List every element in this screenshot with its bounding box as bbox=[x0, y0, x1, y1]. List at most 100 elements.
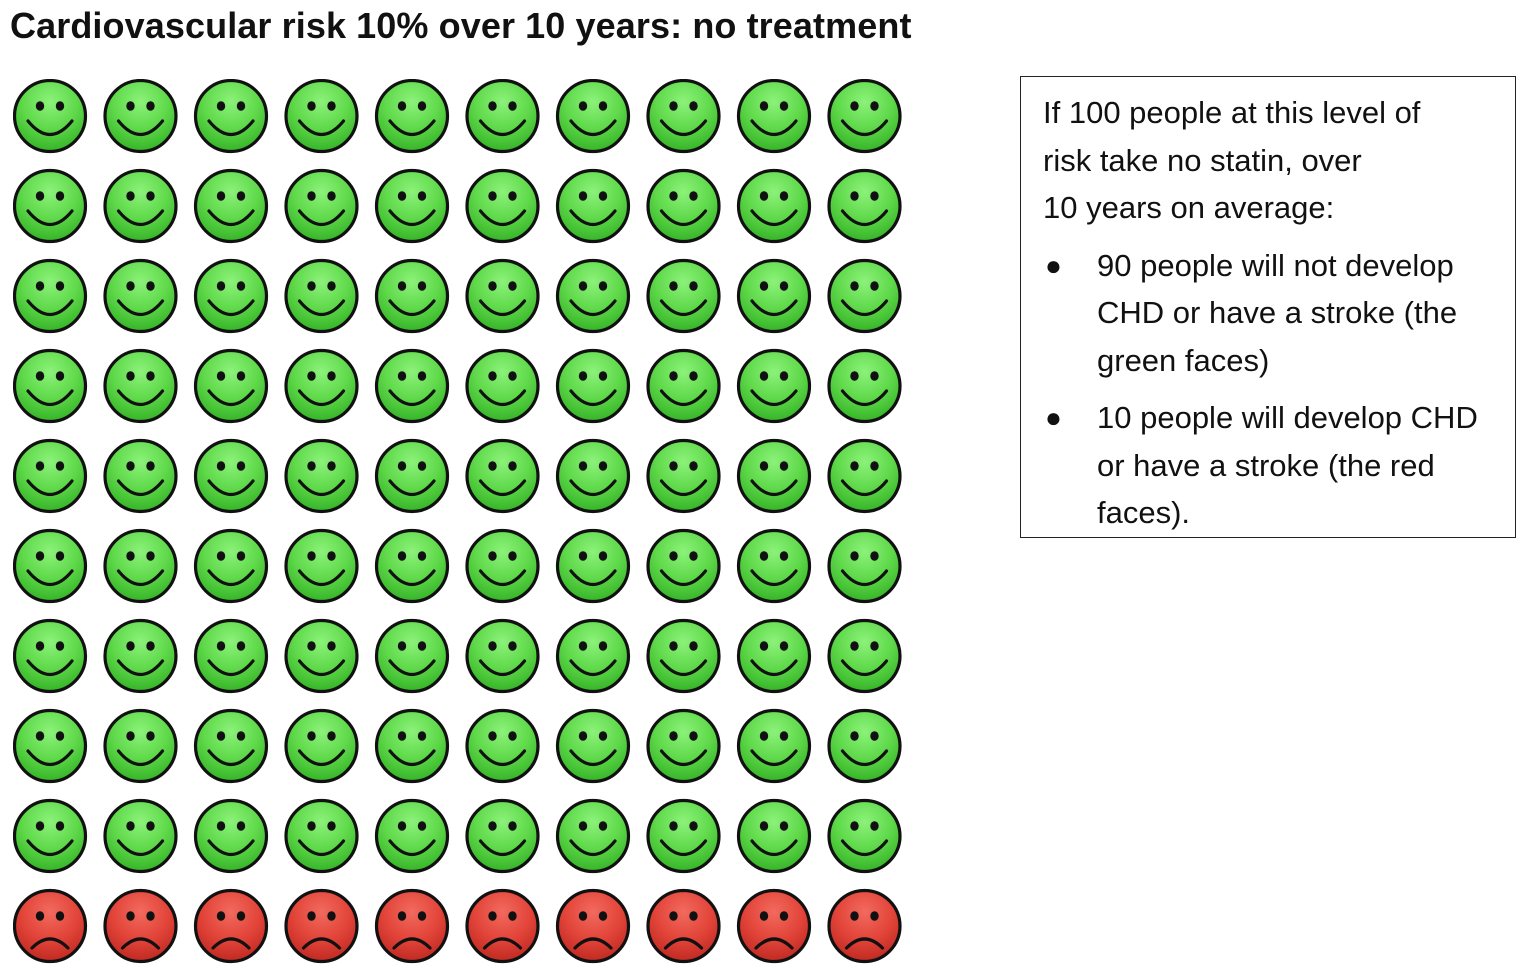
smiling-face-icon bbox=[827, 258, 902, 334]
info-bullet-text: 10 people will develop CHD or have a str… bbox=[1097, 400, 1478, 530]
smiling-face-icon bbox=[555, 348, 631, 424]
smiling-face-icon bbox=[284, 528, 359, 604]
smiling-face-icon bbox=[555, 79, 631, 154]
frowning-face-icon bbox=[103, 888, 178, 964]
info-intro-line: risk take no statin, over bbox=[1043, 142, 1362, 178]
smiling-face-icon bbox=[646, 708, 721, 784]
frowning-face-icon bbox=[284, 888, 359, 964]
smiling-face-icon bbox=[465, 258, 540, 334]
smiling-face-icon bbox=[193, 348, 269, 424]
smiling-face-icon bbox=[284, 708, 359, 784]
smiling-face-icon bbox=[374, 798, 450, 874]
smiling-face-icon bbox=[555, 618, 631, 694]
smiling-face-icon bbox=[374, 438, 450, 514]
smiling-face-icon bbox=[646, 438, 721, 514]
smiling-face-icon bbox=[736, 708, 812, 784]
smiling-face-icon bbox=[736, 348, 812, 424]
smiling-face-icon bbox=[374, 79, 450, 154]
smiling-face-icon bbox=[103, 348, 178, 424]
smiling-face-icon bbox=[646, 618, 721, 694]
smiling-face-icon bbox=[193, 798, 269, 874]
smiling-face-icon bbox=[465, 79, 540, 154]
smiling-face-icon bbox=[465, 708, 540, 784]
info-intro-line: 10 years on average: bbox=[1043, 190, 1335, 225]
smiling-face-icon bbox=[13, 618, 88, 694]
smiling-face-icon bbox=[103, 79, 178, 154]
smiling-face-icon bbox=[555, 168, 631, 244]
smiling-face-icon bbox=[736, 168, 812, 244]
smiling-face-icon bbox=[555, 528, 631, 604]
frowning-face-icon bbox=[13, 888, 88, 964]
smiling-face-icon bbox=[374, 618, 450, 694]
smiling-face-icon bbox=[827, 438, 902, 514]
smiling-face-icon bbox=[827, 79, 902, 154]
smiling-face-icon bbox=[193, 618, 269, 694]
smiling-face-icon bbox=[13, 708, 88, 784]
smiling-face-icon bbox=[284, 348, 359, 424]
info-bullet-list: ● 90 people will not develop CHD or have … bbox=[1043, 242, 1495, 537]
smiling-face-icon bbox=[374, 348, 450, 424]
smiling-face-icon bbox=[555, 258, 631, 334]
smiling-face-icon bbox=[646, 348, 721, 424]
smiling-face-icon bbox=[284, 79, 359, 154]
smiling-face-icon bbox=[555, 708, 631, 784]
smiling-face-icon bbox=[193, 708, 269, 784]
icon-array-svg bbox=[13, 79, 902, 964]
smiling-face-icon bbox=[827, 618, 902, 694]
smiling-face-icon bbox=[827, 528, 902, 604]
smiling-face-icon bbox=[13, 798, 88, 874]
smiling-face-icon bbox=[465, 168, 540, 244]
smiling-face-icon bbox=[284, 168, 359, 244]
info-bullet-item: ● 10 people will develop CHD or have a st… bbox=[1043, 394, 1495, 537]
smiling-face-icon bbox=[646, 79, 721, 154]
info-bullet-item: ● 90 people will not develop CHD or have … bbox=[1043, 242, 1495, 385]
smiling-face-icon bbox=[736, 79, 812, 154]
smiling-face-icon bbox=[103, 798, 178, 874]
smiling-face-icon bbox=[103, 528, 178, 604]
smiling-face-icon bbox=[284, 618, 359, 694]
frowning-face-icon bbox=[193, 888, 269, 964]
smiling-face-icon bbox=[374, 168, 450, 244]
smiling-face-icon bbox=[736, 438, 812, 514]
smiling-face-icon bbox=[374, 258, 450, 334]
frowning-face-icon bbox=[646, 888, 721, 964]
smiling-face-icon bbox=[103, 438, 178, 514]
smiling-face-icon bbox=[736, 798, 812, 874]
smiling-face-icon bbox=[284, 438, 359, 514]
smiling-face-icon bbox=[465, 528, 540, 604]
smiling-face-icon bbox=[13, 528, 88, 604]
smiling-face-icon bbox=[103, 618, 178, 694]
smiling-face-icon bbox=[555, 438, 631, 514]
smiling-face-icon bbox=[193, 438, 269, 514]
smiling-face-icon bbox=[465, 798, 540, 874]
smiling-face-icon bbox=[13, 348, 88, 424]
smiling-face-icon bbox=[103, 168, 178, 244]
smiling-face-icon bbox=[465, 618, 540, 694]
info-intro: If 100 people at this level of risk take… bbox=[1043, 89, 1495, 232]
title-suffix: : no treatment bbox=[670, 5, 912, 46]
smiling-face-icon bbox=[646, 528, 721, 604]
smiling-face-icon bbox=[374, 528, 450, 604]
smiling-face-icon bbox=[827, 348, 902, 424]
smiling-face-icon bbox=[103, 708, 178, 784]
smiling-face-icon bbox=[13, 438, 88, 514]
frowning-face-icon bbox=[827, 888, 902, 964]
smiling-face-icon bbox=[827, 798, 902, 874]
info-bullet-text: 90 people will not develop CHD or have a… bbox=[1097, 247, 1458, 378]
title-main: Cardiovascular risk 10% over 10 years bbox=[10, 5, 671, 46]
smiling-face-icon bbox=[193, 258, 269, 334]
smiling-face-icon bbox=[736, 528, 812, 604]
frowning-face-icon bbox=[736, 888, 812, 964]
frowning-face-icon bbox=[555, 888, 631, 964]
bullet-icon: ● bbox=[1045, 402, 1062, 433]
smiling-face-icon bbox=[193, 168, 269, 244]
bullet-icon: ● bbox=[1045, 249, 1062, 281]
smiling-face-icon bbox=[646, 798, 721, 874]
smiling-face-icon bbox=[465, 438, 540, 514]
smiling-face-icon bbox=[465, 348, 540, 424]
info-box: If 100 people at this level of risk take… bbox=[1020, 76, 1516, 538]
icon-array bbox=[13, 79, 903, 965]
smiling-face-icon bbox=[646, 258, 721, 334]
frowning-face-icon bbox=[465, 888, 540, 964]
smiling-face-icon bbox=[13, 258, 88, 334]
